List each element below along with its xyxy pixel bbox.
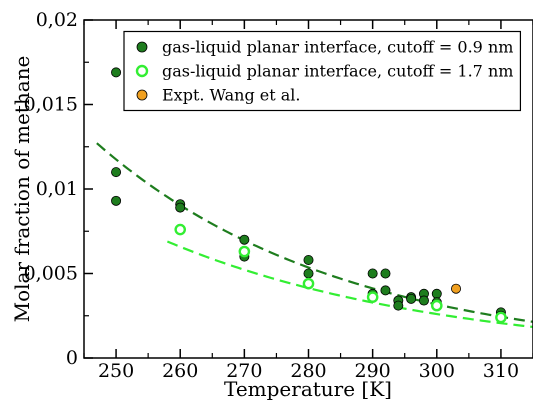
legend-marker-series-0 bbox=[136, 41, 148, 53]
x-tick-label: 310 bbox=[483, 360, 519, 382]
data-point-series-2 bbox=[451, 283, 462, 294]
data-point-series-0 bbox=[367, 268, 378, 279]
x-tick-label: 270 bbox=[226, 360, 262, 382]
data-point-series-0 bbox=[380, 268, 391, 279]
data-point-series-1 bbox=[430, 299, 443, 312]
data-point-series-0 bbox=[406, 293, 417, 304]
y-tick-label: 0,005 bbox=[24, 263, 78, 285]
data-points bbox=[111, 67, 507, 324]
data-point-series-0 bbox=[239, 234, 250, 245]
legend-marker-series-1 bbox=[135, 64, 149, 78]
y-tick-label: 0,01 bbox=[36, 178, 78, 200]
legend-marker-series-2 bbox=[136, 89, 148, 101]
legend-label-series-1: gas-liquid planar interface, cutoff = 1.… bbox=[162, 62, 513, 81]
x-tick-label: 260 bbox=[162, 360, 198, 382]
x-tick-label: 280 bbox=[290, 360, 326, 382]
x-tick-label: 290 bbox=[355, 360, 391, 382]
axis-ticks: 250 260 270 280 290 300 310 0 0,005 0,01 0,015 0,02 bbox=[24, 9, 533, 382]
data-point-series-1 bbox=[174, 223, 187, 236]
data-point-series-0 bbox=[303, 254, 314, 265]
legend-label-series-2: Expt. Wang et al. bbox=[162, 86, 301, 105]
data-point-series-0 bbox=[111, 67, 122, 78]
data-point-series-0 bbox=[111, 195, 122, 206]
fit-line-series-1 bbox=[166, 240, 533, 329]
y-tick-label: 0 bbox=[66, 347, 78, 369]
y-tick-label: 0,015 bbox=[24, 94, 78, 116]
x-tick-label: 250 bbox=[98, 360, 134, 382]
data-point-series-0 bbox=[393, 300, 404, 311]
data-point-series-0 bbox=[303, 268, 314, 279]
data-point-series-0 bbox=[380, 285, 391, 296]
data-point-series-1 bbox=[302, 277, 315, 290]
data-point-series-0 bbox=[418, 295, 429, 306]
data-point-series-0 bbox=[111, 167, 122, 178]
data-point-series-0 bbox=[175, 202, 186, 213]
fit-lines bbox=[96, 142, 533, 329]
x-axis-title: Temperature [K] bbox=[224, 377, 392, 400]
fit-line-series-0 bbox=[96, 142, 533, 323]
legend: gas-liquid planar interface, cutoff = 0.… bbox=[123, 30, 522, 112]
legend-box bbox=[123, 30, 522, 112]
y-tick-label: 0,02 bbox=[36, 9, 78, 31]
data-point-series-1 bbox=[366, 291, 379, 303]
data-point-series-0 bbox=[431, 288, 442, 299]
x-tick-label: 300 bbox=[419, 360, 455, 382]
y-axis-title: Molar fraction of methane bbox=[10, 56, 34, 323]
legend-label-series-0: gas-liquid planar interface, cutoff = 0.… bbox=[162, 38, 513, 57]
data-point-series-1 bbox=[495, 311, 507, 324]
data-point-series-1 bbox=[238, 245, 251, 258]
